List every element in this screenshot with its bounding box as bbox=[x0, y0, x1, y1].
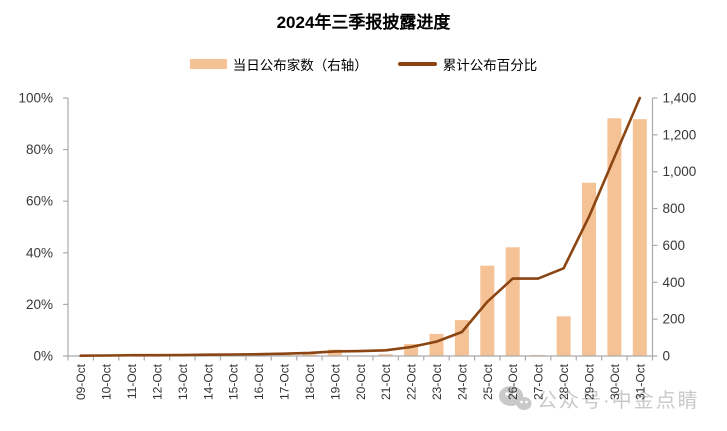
x-axis-label: 18-Oct bbox=[303, 363, 317, 400]
x-axis-label: 15-Oct bbox=[227, 363, 241, 400]
x-axis-label: 12-Oct bbox=[150, 363, 164, 400]
wechat-icon bbox=[499, 386, 532, 410]
right-axis-tick-label: 0 bbox=[663, 349, 671, 364]
right-axis-tick-label: 1,200 bbox=[663, 127, 697, 142]
x-axis-label: 26-Oct bbox=[506, 363, 520, 400]
x-axis-label: 27-Oct bbox=[532, 363, 546, 400]
x-axis-label: 11-Oct bbox=[125, 363, 139, 399]
x-axis-label: 14-Oct bbox=[201, 363, 215, 400]
bar-29-Oct bbox=[582, 182, 596, 356]
bar-19-Oct bbox=[327, 349, 342, 356]
watermark: 公众号·中金点睛 bbox=[498, 384, 700, 413]
bar-17-Oct bbox=[277, 354, 291, 356]
x-axis-label: 28-Oct bbox=[557, 363, 571, 400]
x-axis-label: 13-Oct bbox=[176, 363, 190, 400]
right-axis-tick-label: 600 bbox=[663, 238, 686, 253]
bar-18-Oct bbox=[302, 354, 317, 356]
left-axis-tick-label: 80% bbox=[26, 142, 53, 157]
right-axis-tick-label: 400 bbox=[663, 275, 686, 290]
left-axis-tick-label: 0% bbox=[33, 349, 53, 364]
left-axis-tick-label: 100% bbox=[18, 91, 53, 106]
right-axis-tick-label: 1,000 bbox=[663, 164, 697, 179]
legend: 当日公布家数（右轴） 累计公布百分比 bbox=[0, 54, 727, 74]
x-axis-label: 20-Oct bbox=[354, 363, 368, 400]
legend-item-daily-count: 当日公布家数（右轴） bbox=[189, 54, 368, 74]
left-axis-tick-label: 20% bbox=[26, 297, 53, 312]
right-axis-tick-label: 200 bbox=[663, 312, 686, 327]
x-axis-label: 29-Oct bbox=[582, 363, 596, 400]
x-axis-label: 25-Oct bbox=[481, 363, 495, 400]
watermark-text: 公众号·中金点睛 bbox=[537, 390, 700, 412]
bar-26-Oct bbox=[505, 247, 520, 356]
bar-23-Oct bbox=[429, 333, 444, 356]
x-axis-label: 17-Oct bbox=[278, 363, 292, 400]
bar-series-swatch-icon bbox=[189, 59, 227, 69]
bar-28-Oct bbox=[556, 316, 571, 356]
x-axis-label: 31-Oct bbox=[633, 363, 647, 400]
x-axis-label: 30-Oct bbox=[608, 363, 622, 400]
bar-30-Oct bbox=[607, 118, 622, 357]
bar-25-Oct bbox=[480, 265, 495, 356]
legend-item-cumulative-pct: 累计公布百分比 bbox=[397, 54, 538, 74]
legend-label-daily-count: 当日公布家数（右轴） bbox=[232, 58, 368, 73]
right-axis-tick-label: 800 bbox=[663, 201, 686, 216]
bar-22-Oct bbox=[404, 344, 419, 356]
x-axis-label: 19-Oct bbox=[328, 363, 342, 400]
cumulative-line bbox=[79, 96, 642, 358]
page-title: 2024年三季报披露进度 bbox=[276, 13, 451, 32]
right-axis-tick-label: 1,400 bbox=[663, 91, 697, 106]
left-axis-tick-label: 40% bbox=[26, 245, 53, 260]
x-axis-label: 22-Oct bbox=[405, 363, 419, 400]
legend-label-cumulative-pct: 累计公布百分比 bbox=[442, 58, 538, 73]
x-axis-label: 10-Oct bbox=[100, 363, 114, 400]
bar-31-Oct bbox=[632, 119, 647, 356]
x-axis-label: 23-Oct bbox=[430, 363, 444, 400]
x-axis-label: 09-Oct bbox=[74, 363, 88, 400]
line-series-swatch-icon bbox=[397, 62, 437, 66]
x-axis-label: 21-Oct bbox=[379, 363, 393, 400]
bar-21-Oct bbox=[378, 354, 393, 356]
x-axis-label: 16-Oct bbox=[252, 363, 266, 400]
left-axis-tick-label: 60% bbox=[26, 194, 53, 209]
x-axis-label: 24-Oct bbox=[455, 363, 469, 400]
